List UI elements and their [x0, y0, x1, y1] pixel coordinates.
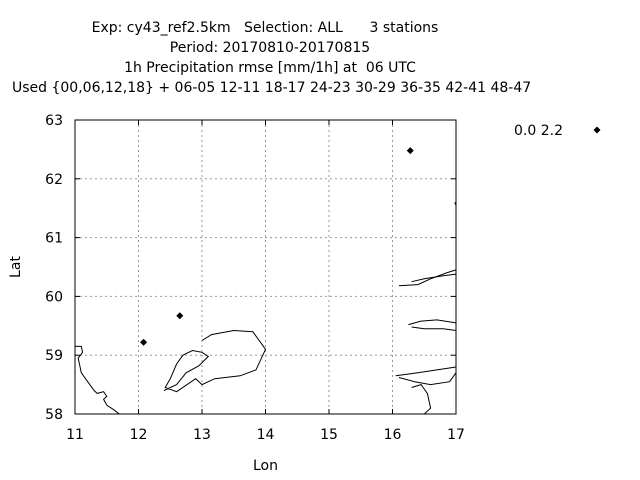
coastline-7	[398, 372, 457, 386]
coastline-layer	[75, 202, 457, 415]
y-tick-label-2: 60	[45, 289, 63, 305]
legend-label: 0.0 2.2	[514, 123, 563, 139]
x-tick-label-3: 14	[257, 427, 275, 443]
x-tick-labels: 11 12 13 14 15 16 17	[66, 427, 465, 443]
x-tick-label-1: 12	[130, 427, 148, 443]
legend-marker	[593, 126, 601, 134]
data-point-0-2	[406, 147, 414, 155]
chart-title-line-3: 1h Precipitation rmse [mm/1h] at 06 UTC	[124, 60, 416, 76]
coastline-5	[411, 326, 457, 331]
y-axis-label: Lat	[8, 256, 24, 278]
coastline-4	[408, 319, 457, 326]
coastline-2	[398, 269, 457, 287]
grid-lines	[75, 120, 456, 414]
coastline-6	[395, 366, 457, 377]
x-tick-label-4: 15	[320, 427, 338, 443]
data-point-0-0	[140, 338, 148, 346]
coastline-8	[411, 384, 432, 415]
legend: 0.0 2.2	[514, 123, 601, 139]
y-tick-labels: 58 59 60 61 62 63	[45, 113, 63, 423]
x-axis-label: Lon	[253, 458, 278, 474]
data-point-0-1	[176, 312, 184, 320]
y-tick-label-0: 58	[45, 407, 63, 423]
y-tick-label-5: 63	[45, 113, 63, 129]
x-tick-label-0: 11	[66, 427, 84, 443]
chart-title-line-2: Period: 20170810-20170815	[169, 40, 371, 56]
chart-title-line-4: Used {00,06,12,18} + 06-05 12-11 18-17 2…	[12, 80, 532, 96]
y-tick-label-1: 59	[45, 348, 63, 364]
coastline-1	[163, 329, 267, 393]
chart-title-line-1: Exp: cy43_ref2.5km Selection: ALL 3 stat…	[91, 20, 439, 36]
y-tick-label-3: 61	[45, 231, 63, 247]
x-tick-label-5: 16	[384, 427, 402, 443]
y-tick-label-4: 62	[45, 172, 63, 188]
coastline-0	[75, 345, 120, 415]
tick-marks	[74, 119, 457, 415]
coastline-3	[411, 273, 457, 283]
x-tick-label-6: 17	[447, 427, 465, 443]
data-points	[140, 147, 414, 346]
x-tick-label-2: 13	[193, 427, 211, 443]
